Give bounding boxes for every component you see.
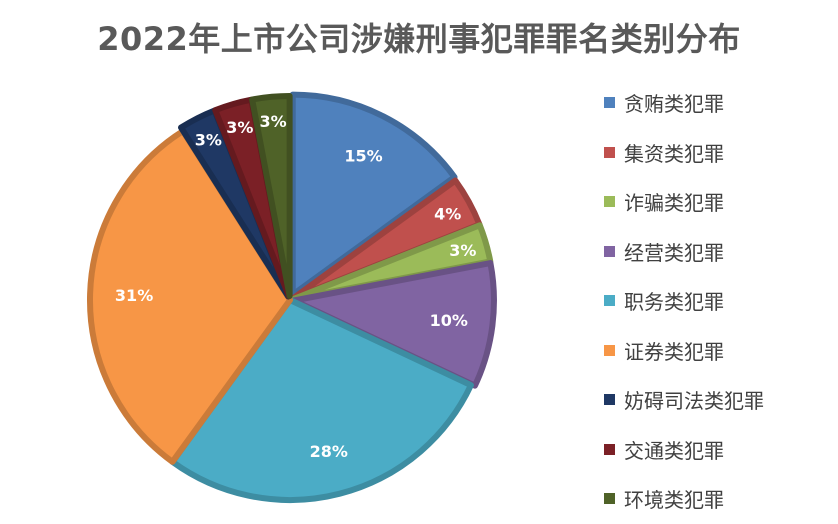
pie-slice-9	[249, 93, 293, 300]
legend-label: 证券类犯罪	[624, 339, 724, 364]
pie-slice-6	[87, 128, 293, 465]
legend-swatch	[604, 245, 615, 257]
legend-swatch	[604, 97, 615, 109]
legend-label: 交通类犯罪	[624, 438, 724, 463]
legend-swatch	[604, 394, 615, 406]
legend-item: 职务类犯罪	[604, 276, 834, 326]
legend-swatch	[604, 146, 615, 158]
legend-swatch	[604, 196, 615, 208]
slice-label-5: 28%	[310, 442, 348, 461]
pie-slice-1	[289, 91, 458, 298]
slice-label-3: 3%	[449, 241, 476, 260]
legend-item: 贪贿类犯罪	[604, 78, 834, 128]
legend-item: 集资类犯罪	[604, 128, 834, 178]
legend-item: 环境类犯罪	[604, 474, 834, 524]
legend-label: 集资类犯罪	[624, 141, 724, 166]
legend-swatch	[604, 493, 615, 505]
legend-item: 妨碍司法类犯罪	[604, 375, 834, 425]
legend-item: 证券类犯罪	[604, 326, 834, 376]
slice-label-6: 31%	[115, 286, 153, 305]
legend-swatch	[604, 443, 615, 455]
slice-label-9: 3%	[259, 112, 286, 131]
legend-swatch	[604, 344, 615, 356]
pie-chart: 15%4%3%10%28%31%3%3% 3%	[87, 91, 497, 503]
slice-label-7: 3%	[195, 131, 222, 150]
pie-slice-5	[169, 297, 474, 503]
legend-label: 环境类犯罪	[624, 488, 724, 513]
pie-slice-4	[290, 260, 497, 389]
legend-label: 妨碍司法类犯罪	[624, 389, 764, 414]
legend-item: 交通类犯罪	[604, 425, 834, 475]
legend-swatch	[604, 295, 615, 307]
legend-label: 诈骗类犯罪	[624, 191, 724, 216]
slice-label-4: 10%	[430, 311, 468, 330]
chart-title: 2022年上市公司涉嫌刑事犯罪罪名类别分布	[97, 20, 741, 58]
legend: 贪贿类犯罪集资类犯罪诈骗类犯罪经营类犯罪职务类犯罪证券类犯罪妨碍司法类犯罪 交通类…	[604, 78, 834, 524]
slice-label-1: 15%	[344, 147, 382, 166]
slice-label-8: 3%	[226, 118, 253, 137]
legend-label: 经营类犯罪	[624, 240, 724, 265]
legend-label: 职务类犯罪	[624, 290, 724, 315]
legend-label: 贪贿类犯罪	[624, 92, 724, 117]
legend-item: 诈骗类犯罪	[604, 177, 834, 227]
legend-item: 经营类犯罪	[604, 227, 834, 277]
slice-label-2: 4%	[434, 204, 461, 223]
